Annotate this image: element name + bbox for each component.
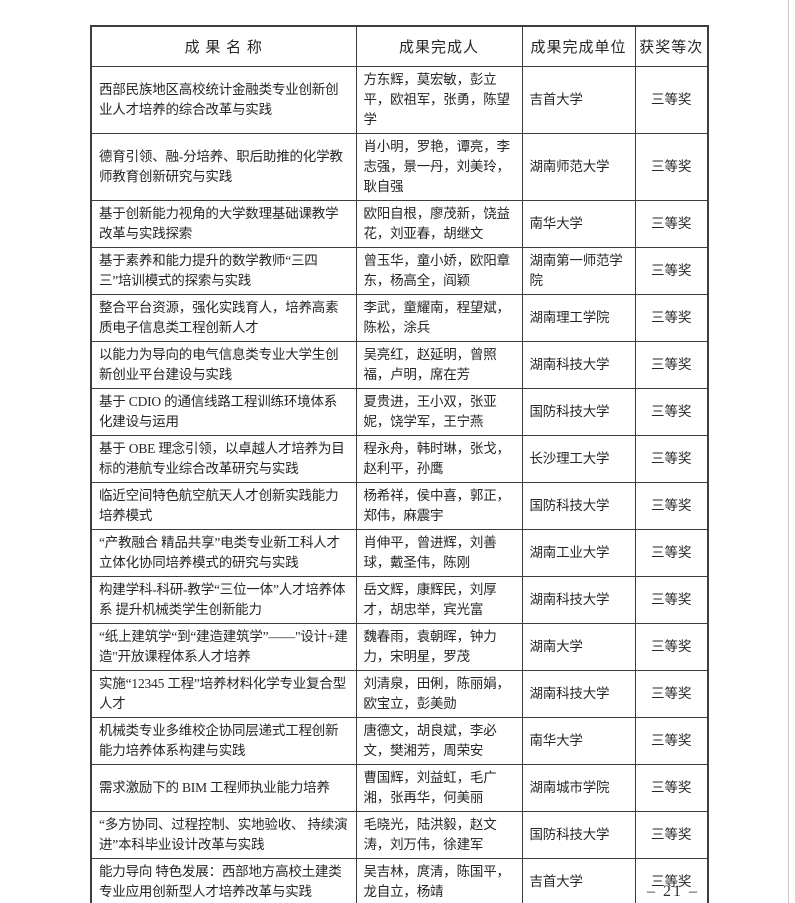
cell-achievement-name: 德育引领、融-分培养、职后助推的化学教师教育创新研究与实践 [90, 133, 357, 201]
cell-completers: 曾玉华，童小娇，欧阳章东，杨高全，阎颖 [355, 247, 523, 295]
awards-table-header: 成 果 名 称 成果完成人 成果完成单位 获奖等次 [90, 25, 709, 67]
cell-award-level: 三等奖 [634, 247, 709, 295]
awards-table: 成 果 名 称 成果完成人 成果完成单位 获奖等次 西部民族地区高校统计金融类专… [90, 25, 709, 903]
awards-table-body: 西部民族地区高校统计金融类专业创新创业人才培养的综合改革与实践 方东辉，莫宏敏，彭… [90, 66, 709, 903]
cell-achievement-name: 需求激励下的 BIM 工程师执业能力培养 [90, 764, 357, 812]
cell-completers: 毛晓光，陆洪毅，赵文涛，刘万伟，徐建军 [355, 811, 523, 859]
header-row: 成 果 名 称 成果完成人 成果完成单位 获奖等次 [90, 25, 709, 67]
cell-completers: 吴吉林，庹清，陈国平，龙自立，杨靖 [355, 858, 523, 903]
cell-award-level: 三等奖 [634, 294, 709, 342]
cell-unit: 吉首大学 [521, 66, 636, 134]
cell-achievement-name: 基于素养和能力提升的数学教师“三四三”培训模式的探索与实践 [90, 247, 357, 295]
cell-unit: 湖南城市学院 [521, 764, 636, 812]
cell-completers: 欧阳自根，廖茂新，饶益花，刘亚春，胡继文 [355, 200, 523, 248]
table-row: 西部民族地区高校统计金融类专业创新创业人才培养的综合改革与实践 方东辉，莫宏敏，彭… [90, 66, 709, 134]
cell-achievement-name: 西部民族地区高校统计金融类专业创新创业人才培养的综合改革与实践 [90, 66, 357, 134]
cell-completers: 岳文辉，康辉民，刘厚才，胡忠举，宾光富 [355, 576, 523, 624]
col-header-unit: 成果完成单位 [521, 25, 636, 67]
table-row: 机械类专业多维校企协同层递式工程创新能力培养体系构建与实践 唐德文，胡良斌，李必文… [90, 717, 709, 765]
cell-unit: 国防科技大学 [521, 811, 636, 859]
table-row: 需求激励下的 BIM 工程师执业能力培养 曹国辉，刘益虹，毛广湘，张再华，何美丽湖… [90, 764, 709, 812]
cell-achievement-name: 临近空间特色航空航天人才创新实践能力培养模式 [90, 482, 357, 530]
cell-unit: 吉首大学 [521, 858, 636, 903]
cell-unit: 国防科技大学 [521, 482, 636, 530]
cell-award-level: 三等奖 [634, 529, 709, 577]
cell-unit: 湖南科技大学 [521, 576, 636, 624]
cell-achievement-name: 机械类专业多维校企协同层递式工程创新能力培养体系构建与实践 [90, 717, 357, 765]
cell-achievement-name: 以能力为导向的电气信息类专业大学生创新创业平台建设与实践 [90, 341, 357, 389]
cell-completers: 李武，童耀南，程望斌，陈松，涂兵 [355, 294, 523, 342]
cell-award-level: 三等奖 [634, 576, 709, 624]
cell-award-level: 三等奖 [634, 482, 709, 530]
cell-award-level: 三等奖 [634, 200, 709, 248]
table-row: 整合平台资源，强化实践育人，培养高素质电子信息类工程创新人才 李武，童耀南，程望斌… [90, 294, 709, 342]
cell-achievement-name: 基于 CDIO 的通信线路工程训练环境体系化建设与运用 [90, 388, 357, 436]
cell-achievement-name: “产教融合 精品共享”电类专业新工科人才立体化协同培养模式的研究与实践 [90, 529, 357, 577]
cell-award-level: 三等奖 [634, 388, 709, 436]
cell-completers: 方东辉，莫宏敏，彭立平，欧祖军，张勇，陈望学 [355, 66, 523, 134]
cell-unit: 湖南大学 [521, 623, 636, 671]
table-row: 临近空间特色航空航天人才创新实践能力培养模式 杨希祥，侯中喜，郭正，郑伟，麻震宇国… [90, 482, 709, 530]
table-row: “纸上建筑学“到“建造建筑学”——"设计+建造"开放课程体系人才培养 魏春雨，袁朝… [90, 623, 709, 671]
table-row: 基于 OBE 理念引领，以卓越人才培养为目标的港航专业综合改革研究与实践 程永舟，… [90, 435, 709, 483]
cell-completers: 吴亮红，赵延明，曾照福，卢明，席在芳 [355, 341, 523, 389]
cell-achievement-name: 整合平台资源，强化实践育人，培养高素质电子信息类工程创新人才 [90, 294, 357, 342]
table-row: 基于 CDIO 的通信线路工程训练环境体系化建设与运用 夏贵进，王小双，张亚妮，饶… [90, 388, 709, 436]
table-row: 以能力为导向的电气信息类专业大学生创新创业平台建设与实践 吴亮红，赵延明，曾照福，… [90, 341, 709, 389]
cell-achievement-name: “多方协同、过程控制、实地验收、 持续演进”本科毕业设计改革与实践 [90, 811, 357, 859]
cell-unit: 国防科技大学 [521, 388, 636, 436]
cell-unit: 湖南理工学院 [521, 294, 636, 342]
col-header-completers: 成果完成人 [355, 25, 523, 67]
cell-award-level: 三等奖 [634, 623, 709, 671]
table-row: 实施“12345 工程”培养材料化学专业复合型人才 刘清泉，田俐，陈丽娟，欧宝立，… [90, 670, 709, 718]
cell-award-level: 三等奖 [634, 717, 709, 765]
cell-completers: 杨希祥，侯中喜，郭正，郑伟，麻震宇 [355, 482, 523, 530]
cell-unit: 湖南师范大学 [521, 133, 636, 201]
cell-unit: 湖南科技大学 [521, 341, 636, 389]
table-row: “多方协同、过程控制、实地验收、 持续演进”本科毕业设计改革与实践 毛晓光，陆洪毅… [90, 811, 709, 859]
cell-completers: 刘清泉，田俐，陈丽娟，欧宝立，彭美勋 [355, 670, 523, 718]
cell-award-level: 三等奖 [634, 435, 709, 483]
cell-achievement-name: “纸上建筑学“到“建造建筑学”——"设计+建造"开放课程体系人才培养 [90, 623, 357, 671]
table-row: “产教融合 精品共享”电类专业新工科人才立体化协同培养模式的研究与实践 肖伸平，曾… [90, 529, 709, 577]
table-row: 构建学科-科研-教学“三位一体”人才培养体系 提升机械类学生创新能力 岳文辉，康辉… [90, 576, 709, 624]
table-row: 基于创新能力视角的大学数理基础课教学改革与实践探索 欧阳自根，廖茂新，饶益花，刘亚… [90, 200, 709, 248]
cell-achievement-name: 实施“12345 工程”培养材料化学专业复合型人才 [90, 670, 357, 718]
cell-completers: 曹国辉，刘益虹，毛广湘，张再华，何美丽 [355, 764, 523, 812]
cell-completers: 肖伸平，曾进辉，刘善球，戴圣伟，陈刚 [355, 529, 523, 577]
cell-unit: 湖南第一师范学院 [521, 247, 636, 295]
cell-achievement-name: 能力导向 特色发展：西部地方高校土建类专业应用创新型人才培养改革与实践 [90, 858, 357, 903]
cell-award-level: 三等奖 [634, 133, 709, 201]
cell-completers: 肖小明，罗艳，谭亮，李志强，景一丹，刘美玲，耿自强 [355, 133, 523, 201]
table-row: 能力导向 特色发展：西部地方高校土建类专业应用创新型人才培养改革与实践 吴吉林，庹… [90, 858, 709, 903]
cell-award-level: 三等奖 [634, 811, 709, 859]
cell-completers: 唐德文，胡良斌，李必文，樊湘芳，周荣安 [355, 717, 523, 765]
cell-unit: 长沙理工大学 [521, 435, 636, 483]
cell-award-level: 三等奖 [634, 764, 709, 812]
cell-unit: 湖南科技大学 [521, 670, 636, 718]
cell-achievement-name: 基于 OBE 理念引领，以卓越人才培养为目标的港航专业综合改革研究与实践 [90, 435, 357, 483]
cell-completers: 魏春雨，袁朝晖，钟力力，宋明星，罗茂 [355, 623, 523, 671]
col-header-achievement-name: 成 果 名 称 [90, 25, 357, 67]
scan-edge-artifact [788, 0, 789, 903]
table-row: 基于素养和能力提升的数学教师“三四三”培训模式的探索与实践 曾玉华，童小娇，欧阳章… [90, 247, 709, 295]
cell-unit: 南华大学 [521, 717, 636, 765]
cell-unit: 湖南工业大学 [521, 529, 636, 577]
cell-achievement-name: 基于创新能力视角的大学数理基础课教学改革与实践探索 [90, 200, 357, 248]
cell-award-level: 三等奖 [634, 858, 709, 903]
cell-unit: 南华大学 [521, 200, 636, 248]
col-header-award-level: 获奖等次 [634, 25, 709, 67]
page-number: – 21 – [647, 883, 699, 900]
cell-completers: 程永舟，韩时琳，张戈，赵利平，孙鹰 [355, 435, 523, 483]
table-row: 德育引领、融-分培养、职后助推的化学教师教育创新研究与实践 肖小明，罗艳，谭亮，李… [90, 133, 709, 201]
cell-achievement-name: 构建学科-科研-教学“三位一体”人才培养体系 提升机械类学生创新能力 [90, 576, 357, 624]
cell-award-level: 三等奖 [634, 341, 709, 389]
cell-award-level: 三等奖 [634, 66, 709, 134]
cell-award-level: 三等奖 [634, 670, 709, 718]
cell-completers: 夏贵进，王小双，张亚妮，饶学军，王宁燕 [355, 388, 523, 436]
